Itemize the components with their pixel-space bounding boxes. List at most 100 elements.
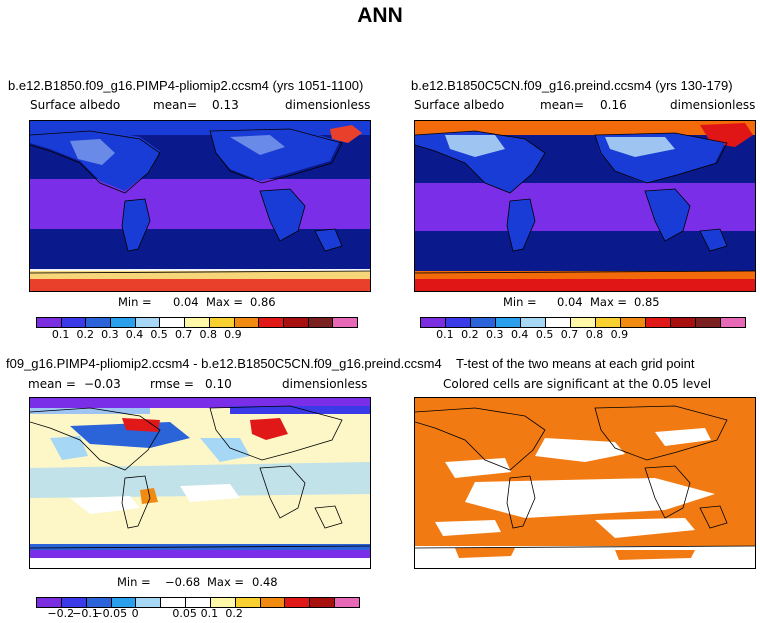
colorbar-ticks-top-right: 0.1 0.2 0.3 0.4 0.5 0.7 0.8 0.9 [420,328,744,342]
mean-label-top-right: mean= [540,98,585,112]
colorbar-tick-label: 0 [131,607,139,620]
colorbar-swatch [86,598,112,607]
colorbar-tick-label: 0.5 [535,328,554,341]
colorbar-tick-label: 0.4 [510,328,529,341]
figure-title: ANN [357,4,403,27]
panel-subtitle-bottom-right: Colored cells are significant at the 0.0… [443,377,712,391]
min-label-bottom-left: Min = [117,575,151,589]
min-value-top-left: 0.04 [173,295,199,309]
colorbar-swatch [333,318,357,327]
units-top-right: dimensionless [670,98,756,112]
colorbar-tick-label: 0.5 [150,328,168,341]
panel-title-top-right: b.e12.B1850C5CN.f09_g16.preind.ccsm4 (yr… [411,78,733,93]
mean-label-top-left: mean= [153,98,198,112]
colorbar-swatch [111,318,136,327]
colorbar-tick-label: 0.2 [225,607,243,620]
panel-title-bottom-right: T-test of the two means at each grid poi… [456,356,695,371]
colorbar-swatch [185,318,210,327]
colorbar-tick-label: 0.9 [610,328,629,341]
colorbar-swatch [160,318,186,327]
albedo-difference-map [30,398,370,568]
albedo-map-preind [415,121,755,291]
max-value-top-right: 0.85 [634,295,660,309]
colorbar-swatch [596,318,621,327]
colorbar-swatch [209,318,235,327]
colorbar-swatch [37,318,62,327]
rmse-value-bottom-left: 0.10 [205,377,232,391]
colorbar-swatch [421,318,446,327]
max-value-bottom-left: 0.48 [252,575,278,589]
colorbar-swatch [646,318,671,327]
colorbar-tick-label: 0.4 [125,328,144,341]
colorbar-swatch [621,318,646,327]
map-bottom-left [29,397,371,569]
colorbar-swatch [111,598,137,607]
colorbar-swatch [186,598,211,607]
colorbar-swatch [546,318,571,327]
colorbar-swatch [496,318,521,327]
map-bottom-right [414,397,756,569]
min-label-top-right: Min = [503,295,537,309]
colorbar-swatch [671,318,696,327]
colorbar-tick-label: 0.7 [174,328,193,341]
colorbar-swatch [571,318,596,327]
colorbar-ticks-top-left: 0.1 0.2 0.3 0.4 0.5 0.7 0.8 0.9 [36,328,356,342]
map-top-left [29,120,371,292]
colorbar-swatch [260,598,286,607]
min-value-top-right: 0.04 [557,295,583,309]
max-label-top-left: Max = [206,295,244,309]
colorbar-tick-label: 0.1 [200,607,219,620]
albedo-map-pliomip [30,121,370,291]
rmse-label-bottom-left: rmse = [150,377,194,391]
colorbar-tick-label: 0.1 [436,328,454,341]
colorbar-tick-label: 0.3 [101,328,119,341]
colorbar-swatch [235,598,261,607]
min-value-bottom-left: −0.68 [165,575,201,589]
ttest-significance-map [415,398,755,568]
colorbar-swatch [335,598,359,607]
colorbar-swatch [310,598,336,607]
map-top-right [414,120,756,292]
colorbar-tick-label: 0.2 [76,328,94,341]
panel-title-top-left: b.e12.B1850.f09_g16.PIMP4-pliomip2.ccsm4… [8,78,364,93]
panel-title-bottom-left: f09_g16.PIMP4-pliomip2.ccsm4 - b.e12.B18… [6,356,442,371]
max-label-top-right: Max = [590,295,628,309]
colorbar-swatch [308,318,334,327]
colorbar-tick-label: 0.3 [486,328,504,341]
min-label-top-left: Min = [118,295,152,309]
colorbar-swatch [161,598,187,607]
colorbar-swatch [283,318,309,327]
colorbar-swatch [210,598,236,607]
max-value-top-left: 0.86 [250,295,276,309]
colorbar-tick-label: 0.7 [560,328,579,341]
colorbar-tick-label: −0.2 [47,607,75,620]
colorbar-tick-label: 0.8 [199,328,218,341]
colorbar-tick-label: 0.05 [172,607,197,620]
field-name-top-left: Surface albedo [30,98,121,112]
colorbar-bottom-left [36,597,360,608]
colorbar-swatch [61,598,87,607]
mean-label-bottom-left: mean = [28,377,76,391]
colorbar-tick-label: 0.8 [585,328,604,341]
max-label-bottom-left: Max = [207,575,245,589]
colorbar-swatch [135,318,161,327]
field-name-top-right: Surface albedo [414,98,505,112]
units-bottom-left: dimensionless [282,377,368,391]
colorbar-tick-label: 0.2 [461,328,479,341]
colorbar-swatch [521,318,546,327]
mean-value-bottom-left: −0.03 [84,377,121,391]
colorbar-swatch [37,598,62,607]
mean-value-top-right: 0.16 [600,98,627,112]
colorbar-swatch [721,318,745,327]
colorbar-top-right [420,317,746,328]
colorbar-swatch [696,318,721,327]
colorbar-swatch [471,318,496,327]
colorbar-swatch [234,318,260,327]
colorbar-swatch [86,318,112,327]
colorbar-ticks-bottom-left: −0.2 −0.1 −0.05 0 0.05 0.1 0.2 [36,607,358,621]
colorbar-swatch [136,598,162,607]
mean-value-top-left: 0.13 [212,98,239,112]
colorbar-tick-label: −0.05 [93,607,128,620]
colorbar-tick-label: −0.1 [72,607,99,620]
colorbar-swatch [61,318,87,327]
